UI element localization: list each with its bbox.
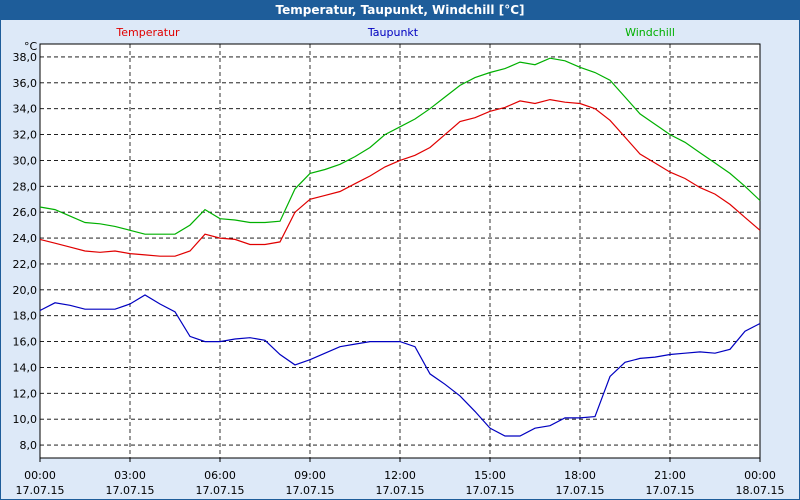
y-tick-label: 22,0	[13, 258, 38, 271]
y-tick-label: 26,0	[13, 206, 38, 219]
y-tick-label: 38,0	[13, 51, 38, 64]
x-tick-label-time: 03:00	[114, 469, 146, 482]
y-tick-label: 32,0	[13, 129, 38, 142]
x-tick-label-time: 00:00	[744, 469, 776, 482]
x-tick-label-date: 17.07.15	[466, 484, 515, 497]
x-tick-label-date: 17.07.15	[376, 484, 425, 497]
x-tick-label-date: 17.07.15	[556, 484, 605, 497]
series-line-windchill	[39, 57, 761, 235]
x-tick-label-time: 15:00	[474, 469, 506, 482]
y-tick-label: 20,0	[13, 284, 38, 297]
legend-label-temperatur: Temperatur	[115, 26, 180, 39]
chart-title: Temperatur, Taupunkt, Windchill [°C]	[0, 0, 800, 20]
x-tick-label-date: 17.07.15	[286, 484, 335, 497]
x-tick-label-time: 00:00	[24, 469, 56, 482]
x-tick-label-time: 21:00	[654, 469, 686, 482]
y-tick-label: 18,0	[13, 310, 38, 323]
y-axis-unit: °C	[24, 40, 38, 53]
x-tick-label-date: 17.07.15	[646, 484, 695, 497]
y-tick-label: 10,0	[13, 413, 38, 426]
y-tick-label: 28,0	[13, 180, 38, 193]
x-tick-label-date: 17.07.15	[106, 484, 155, 497]
y-tick-label: 36,0	[13, 77, 38, 90]
x-tick-label-time: 12:00	[384, 469, 416, 482]
x-tick-label-time: 18:00	[564, 469, 596, 482]
legend-label-windchill: Windchill	[625, 26, 675, 39]
x-tick-label-date: 17.07.15	[196, 484, 245, 497]
y-tick-label: 8,0	[20, 439, 38, 452]
y-tick-label: 34,0	[13, 103, 38, 116]
y-tick-label: 16,0	[13, 336, 38, 349]
legend-label-taupunkt: Taupunkt	[367, 26, 419, 39]
series-line-temperatur	[39, 98, 761, 257]
x-tick-label-date: 17.07.15	[16, 484, 65, 497]
x-tick-label-time: 06:00	[204, 469, 236, 482]
x-tick-label-date: 18.07.15	[736, 484, 785, 497]
series-line-taupunkt	[39, 294, 761, 437]
x-tick-label-time: 09:00	[294, 469, 326, 482]
y-tick-label: 14,0	[13, 361, 38, 374]
y-tick-label: 30,0	[13, 154, 38, 167]
y-tick-label: 12,0	[13, 387, 38, 400]
y-tick-label: 24,0	[13, 232, 38, 245]
